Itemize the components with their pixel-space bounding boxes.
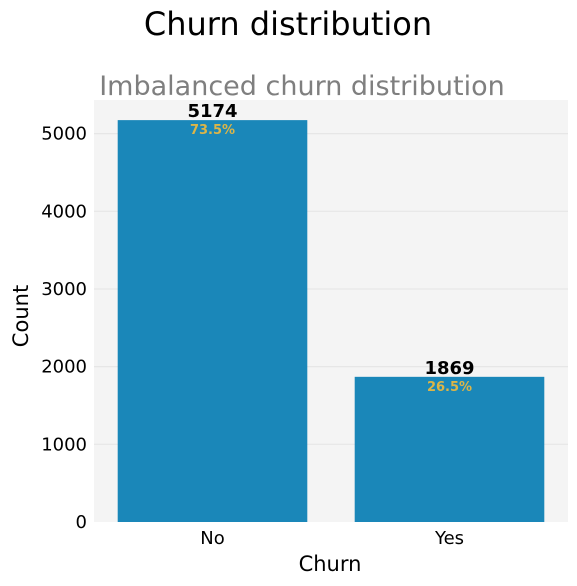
y-tick-label: 2000 [41,357,87,378]
value-label: 5174 [187,101,237,122]
bars [117,120,545,522]
y-tick-label: 0 [76,512,87,533]
y-tick-labels: 0 1000 2000 3000 4000 5000 [41,124,87,533]
x-tick-labels: No Yes [200,528,464,549]
y-tick-label: 5000 [41,124,87,145]
value-label: 1869 [424,358,474,379]
x-tick-label: No [200,528,224,549]
bar-no [117,120,308,522]
y-axis-label: Count [9,285,33,347]
figure-title: Churn distribution [144,5,432,43]
percent-label: 26.5% [427,380,472,395]
bar-yes [354,376,545,522]
x-axis-label: Churn [299,552,362,576]
y-tick-label: 4000 [41,201,87,222]
x-tick-label: Yes [434,528,464,549]
chart-subtitle: Imbalanced churn distribution [99,71,505,102]
percent-label: 73.5% [190,123,235,138]
y-tick-label: 1000 [41,434,87,455]
y-tick-label: 3000 [41,279,87,300]
